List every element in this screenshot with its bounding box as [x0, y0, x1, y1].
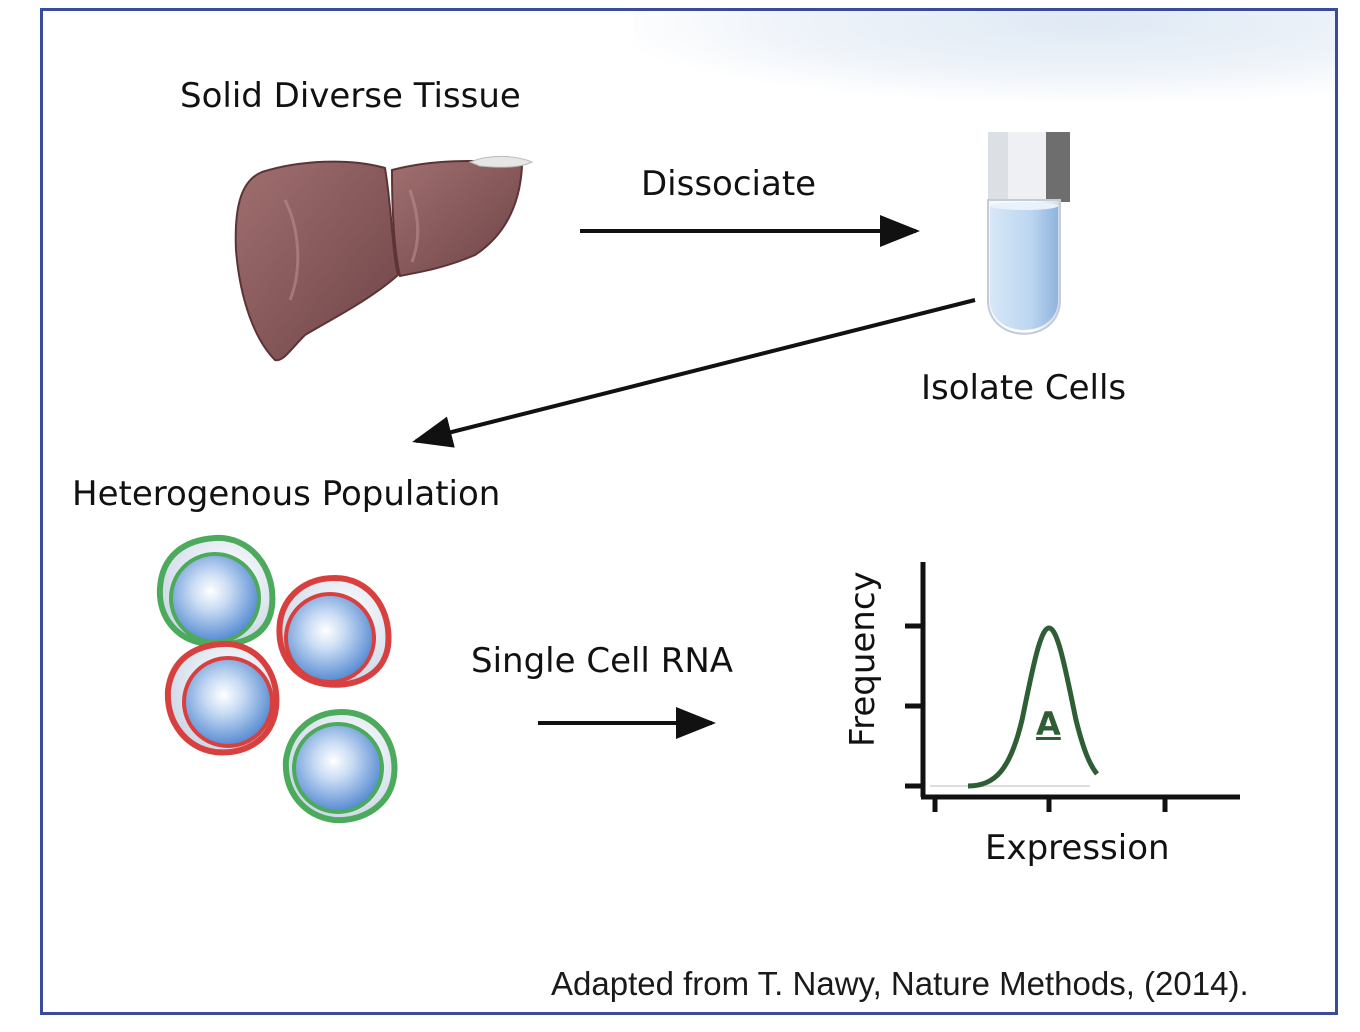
cell-green-bottom: [282, 708, 398, 824]
distribution-curve-a: [967, 625, 1100, 789]
cell-green-top: [156, 534, 276, 648]
chart-xlabel: Expression: [985, 828, 1170, 868]
citation: Adapted from T. Nawy, Nature Methods, (2…: [551, 965, 1249, 1002]
background-sheen: [633, 11, 1335, 101]
liver-illustration: [234, 155, 534, 362]
cell-red-left: [164, 640, 280, 756]
label-solid-diverse-tissue: Solid Diverse Tissue: [180, 76, 521, 116]
arrow-isolate-to-population: [412, 298, 976, 448]
label-isolate-cells: Isolate Cells: [921, 368, 1127, 408]
test-tube-illustration: [987, 132, 1070, 335]
cell-red-right: [276, 574, 392, 688]
chart-ylabel: Frequency: [843, 571, 883, 747]
chart-annotation-a: A: [1036, 705, 1061, 743]
label-single-cell-rna: Single Cell RNA: [471, 641, 734, 681]
expression-chart: [905, 562, 1240, 812]
label-dissociate: Dissociate: [641, 164, 817, 204]
label-heterogenous-population: Heterogenous Population: [72, 474, 501, 514]
